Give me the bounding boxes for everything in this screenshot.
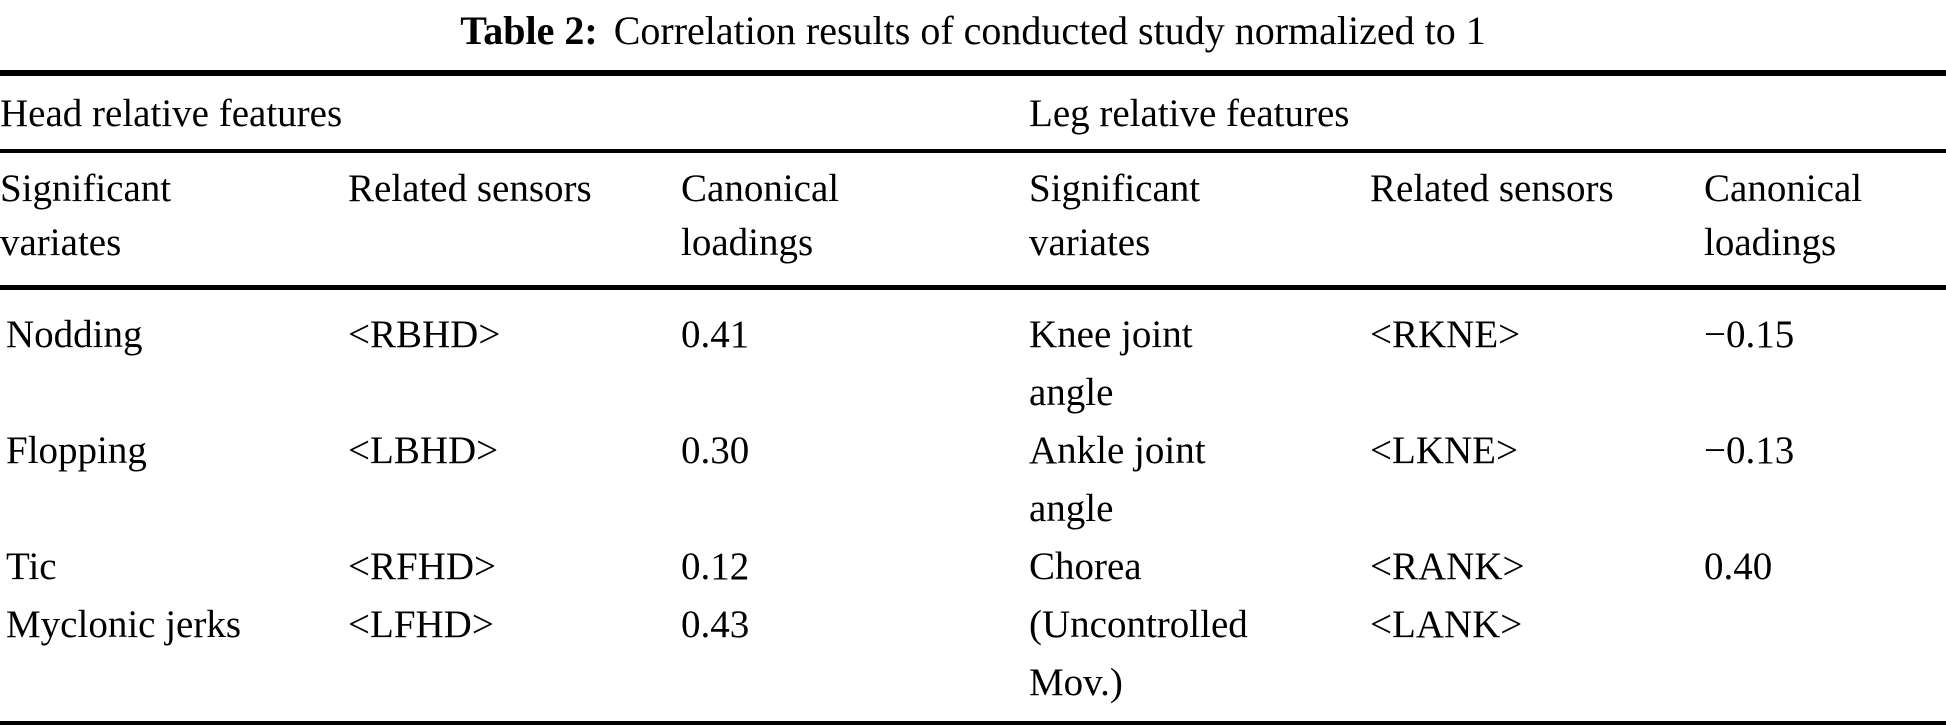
table-caption-text: Correlation results of conducted study n… [613, 8, 1486, 53]
cell-leg-variate: (Uncontrolled Mov.) [1029, 596, 1370, 725]
table-row: Flopping <LBHD> 0.30 Ankle joint angle <… [0, 422, 1946, 538]
cell-leg-loading: 0.40 [1704, 545, 1773, 588]
cell-head-loading: 0.30 [681, 429, 750, 472]
group-header-head: Head relative features [0, 70, 1029, 153]
col-header-head-significant-variates: Significant variates [0, 151, 348, 290]
cell-head-loading: 0.41 [681, 313, 750, 356]
cell-head-variate: Nodding [6, 313, 143, 356]
col-header-leg-canonical-loadings: Canonical loadings [1704, 151, 1946, 290]
group-header-row: Head relative features Leg relative feat… [0, 70, 1946, 153]
col-header-leg-significant-variates: Significant variates [1029, 151, 1370, 290]
column-header-row: Significant variates Related sensors Can… [0, 151, 1946, 290]
col-header-head-related-sensors: Related sensors [348, 151, 681, 290]
table-caption: Table 2: Correlation results of conducted… [0, 0, 1946, 70]
cell-head-variate: Flopping [6, 429, 147, 472]
cell-leg-variate: Chorea [1029, 545, 1142, 588]
cell-leg-sensor: <LKNE> [1370, 429, 1518, 472]
cell-leg-loading [1704, 596, 1946, 725]
cell-leg-variate: Knee joint angle [1029, 313, 1193, 414]
col-header-leg-related-sensors: Related sensors [1370, 151, 1704, 290]
cell-head-loading: 0.43 [681, 596, 1029, 725]
cell-head-variate: Myclonic jerks [0, 596, 348, 725]
table-row: Myclonic jerks <LFHD> 0.43 (Uncontrolled… [0, 596, 1946, 725]
cell-leg-loading: −0.15 [1704, 313, 1795, 356]
cell-leg-sensor: <LANK> [1370, 596, 1704, 725]
group-header-leg: Leg relative features [1029, 70, 1946, 153]
table-row: Nodding <RBHD> 0.41 Knee joint angle <RK… [0, 288, 1946, 423]
table-caption-label: Table 2: [460, 8, 598, 53]
cell-head-loading: 0.12 [681, 545, 750, 588]
col-header-head-canonical-loadings: Canonical loadings [681, 151, 1029, 290]
cell-head-sensor: <RBHD> [348, 313, 501, 356]
cell-head-sensor: <LBHD> [348, 429, 499, 472]
results-table: Head relative features Leg relative feat… [0, 70, 1946, 725]
table-row: Tic <RFHD> 0.12 Chorea <RANK> 0.40 [0, 538, 1946, 596]
cell-head-variate: Tic [6, 545, 57, 588]
cell-leg-sensor: <RANK> [1370, 545, 1525, 588]
cell-head-sensor: <RFHD> [348, 545, 497, 588]
cell-leg-sensor: <RKNE> [1370, 313, 1521, 356]
cell-head-sensor: <LFHD> [348, 596, 681, 725]
cell-leg-loading: −0.13 [1704, 429, 1795, 472]
cell-leg-variate: Ankle joint angle [1029, 429, 1206, 530]
